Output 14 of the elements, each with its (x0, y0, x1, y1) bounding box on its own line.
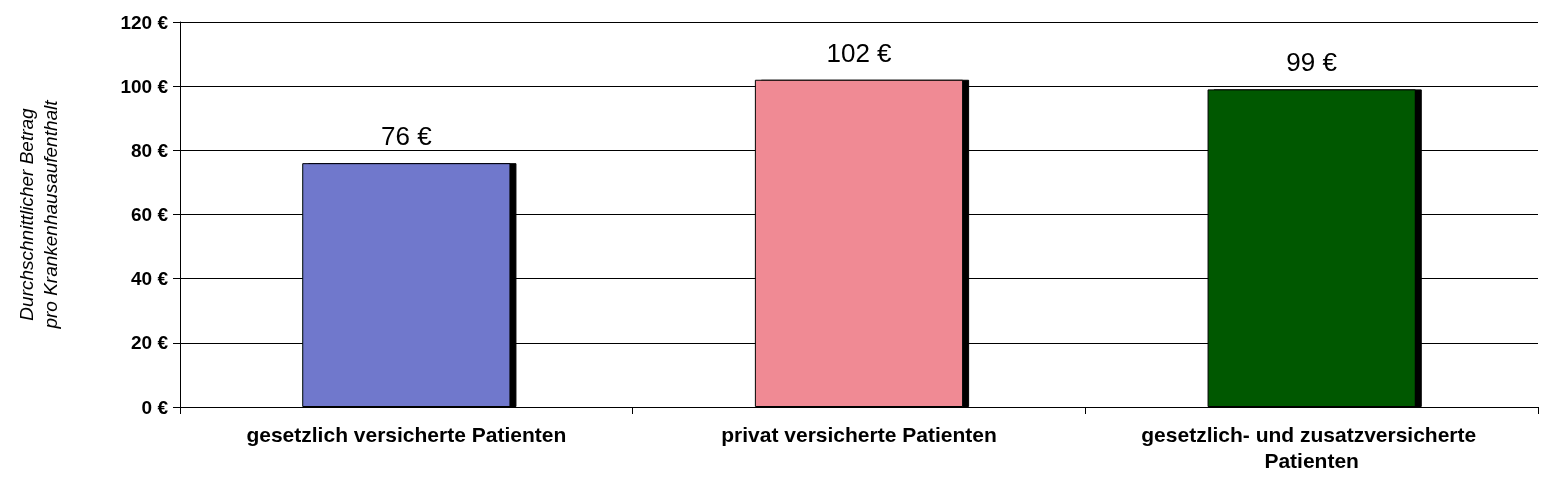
y-tick-label: 80 € (131, 139, 169, 161)
y-axis-title: Durchschnittlicher Betrag pro Krankenhausaufenthalt (15, 99, 61, 330)
x-tick-label: privat versicherte Patienten (721, 422, 997, 446)
data-label: 102 € (826, 37, 893, 68)
data-label: 99 € (1286, 47, 1338, 78)
y-tick-label: 100 € (120, 75, 169, 97)
x-tick-label: gesetzlich versicherte Patienten (246, 422, 567, 446)
y-tick-label: 60 € (131, 204, 169, 225)
y-tick-label: 40 € (131, 268, 169, 290)
x-tick-label: gesetzlich- und zusatzversicherte Patienten (1141, 422, 1483, 472)
y-tick-label: 20 € (131, 332, 169, 354)
y-tick-label: 0 € (141, 396, 169, 418)
y-tick-label: 120 € (120, 11, 169, 33)
data-label: 76 € (381, 121, 433, 152)
